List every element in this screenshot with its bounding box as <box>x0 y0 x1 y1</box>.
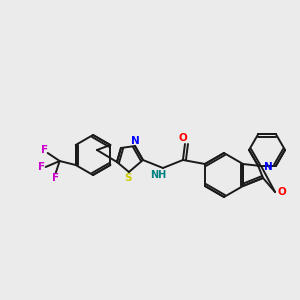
Text: N: N <box>264 162 272 172</box>
Text: O: O <box>178 133 187 143</box>
Text: S: S <box>124 173 132 183</box>
Text: N: N <box>130 136 139 146</box>
Text: NH: NH <box>150 170 166 180</box>
Text: F: F <box>41 145 48 155</box>
Text: F: F <box>38 162 45 172</box>
Text: O: O <box>278 187 286 197</box>
Text: F: F <box>52 173 59 183</box>
